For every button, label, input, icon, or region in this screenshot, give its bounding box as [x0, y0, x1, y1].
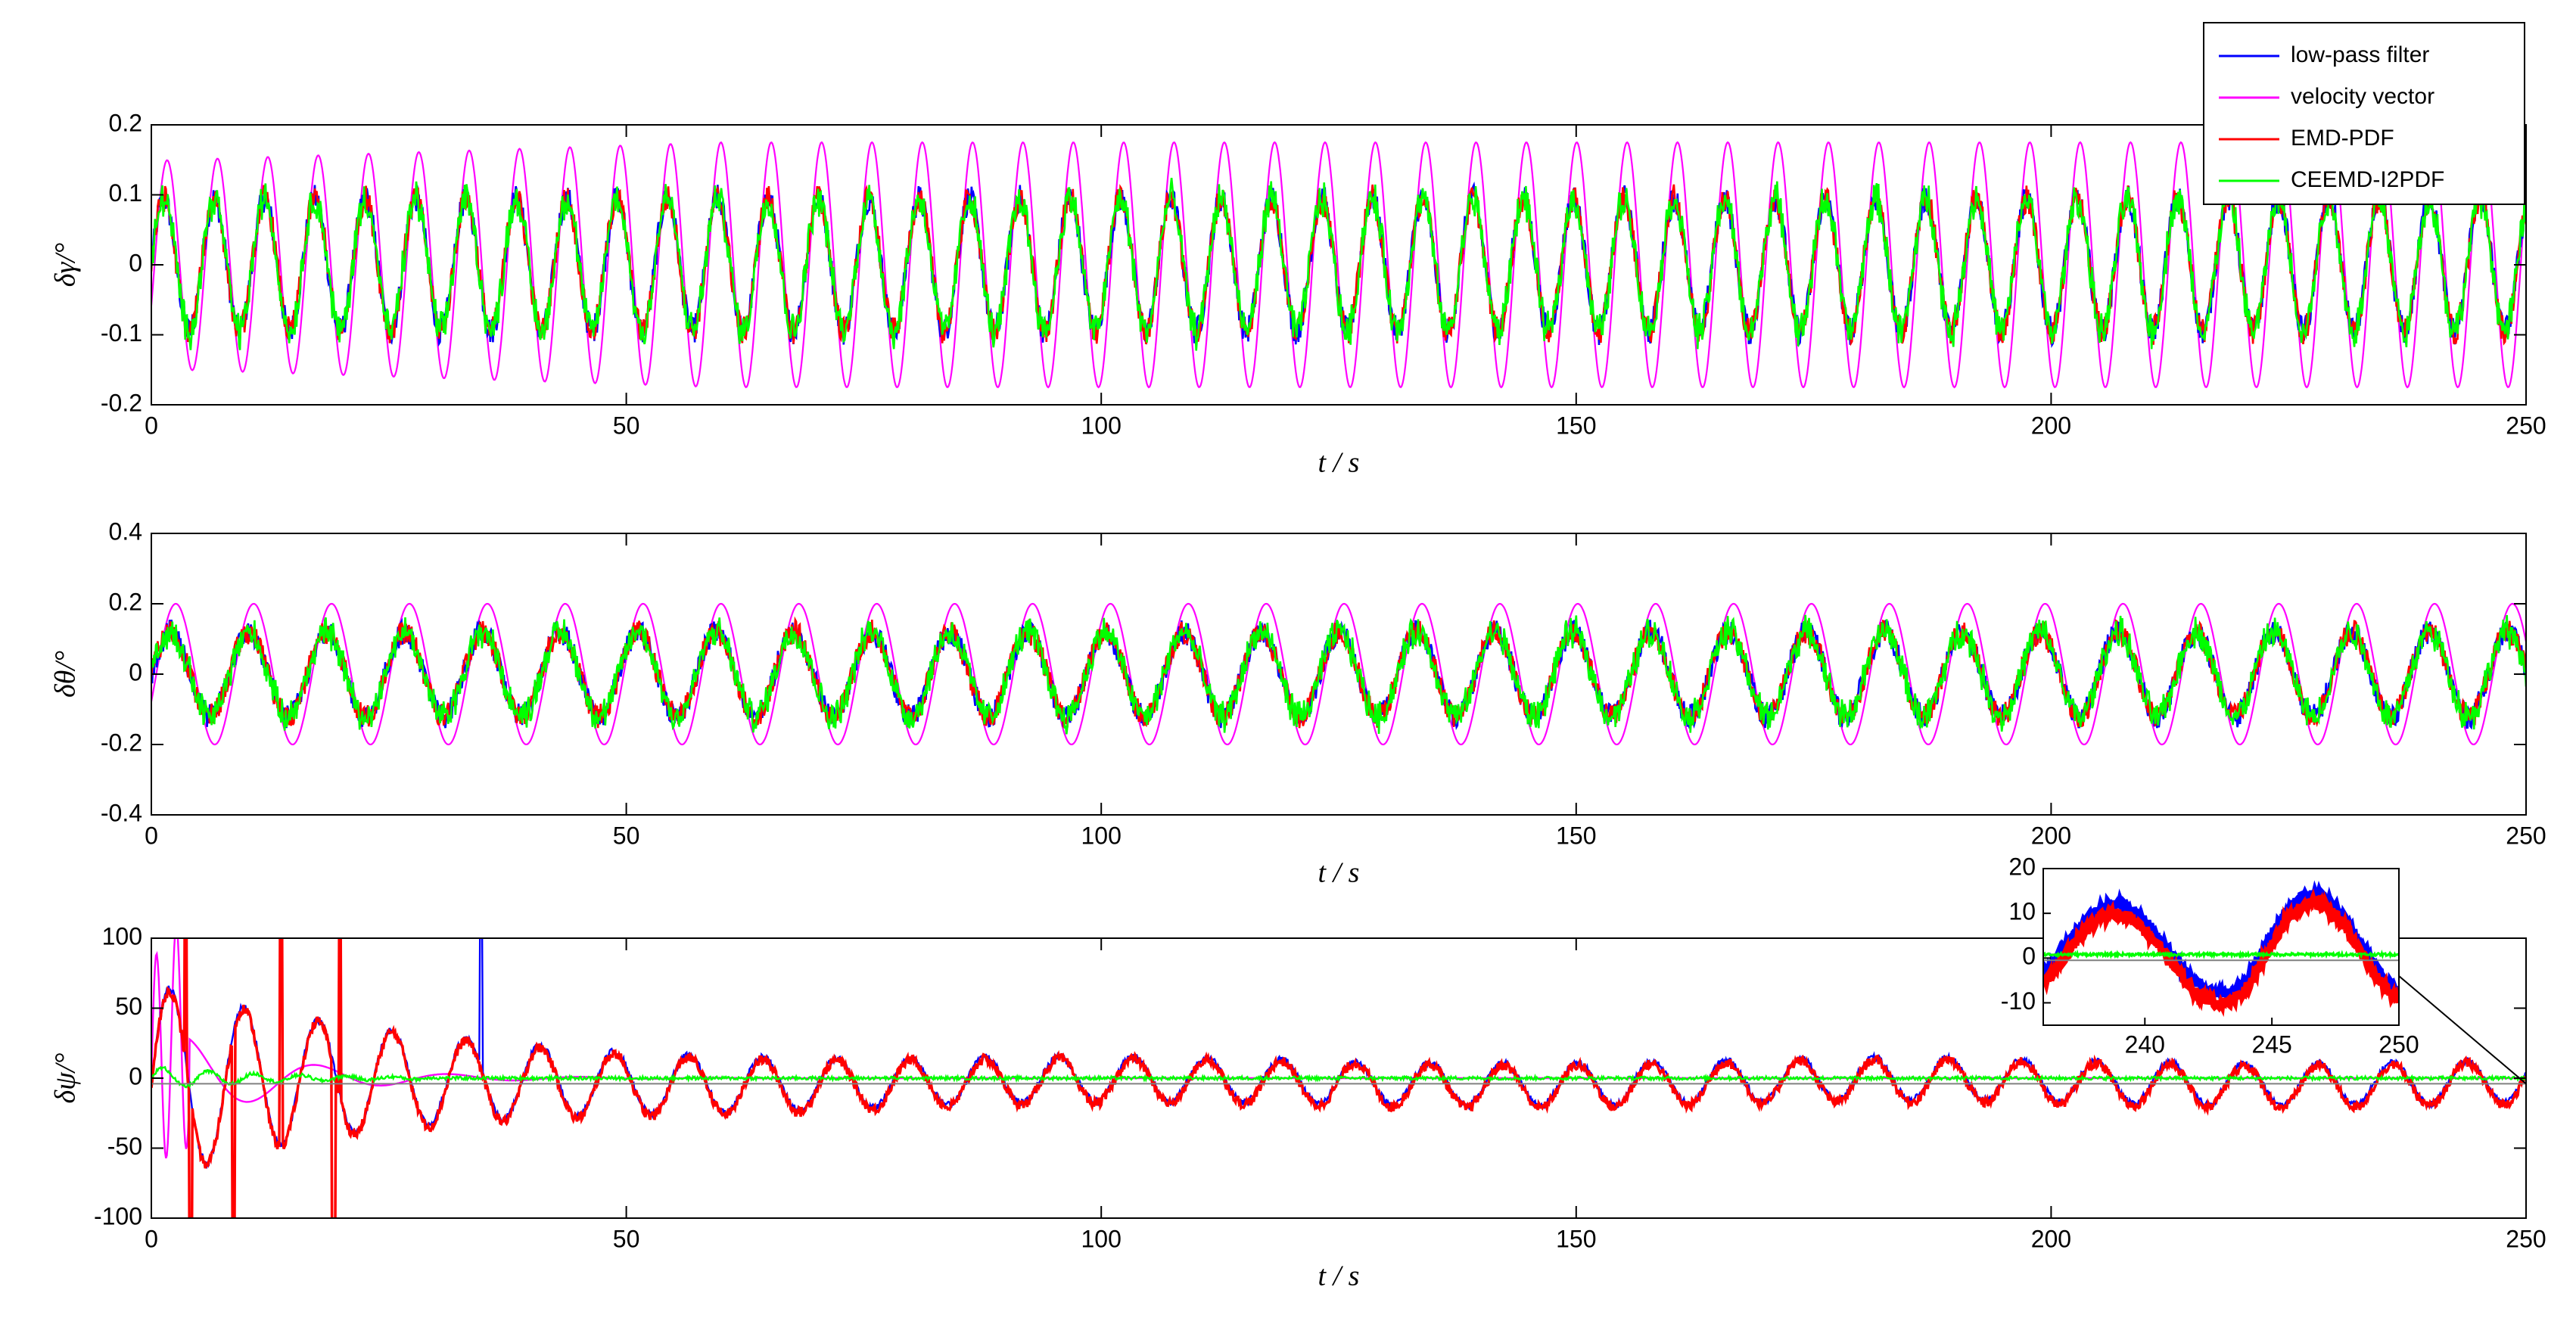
plot-area-y — [151, 141, 2526, 389]
inset-x-tick-label: 240 — [2125, 1030, 2165, 1058]
y-tick-label: -0.2 — [101, 729, 142, 756]
y-tick-label: 0.2 — [109, 588, 142, 615]
x-tick-label: 0 — [145, 1225, 158, 1252]
y-axis-label: δθ/° — [50, 651, 82, 698]
x-tick-label: 50 — [613, 1225, 640, 1252]
y-tick-label: 0 — [129, 658, 142, 685]
y-tick-label: -100 — [94, 1202, 142, 1229]
y-tick-label: 0 — [129, 1062, 142, 1090]
legend-box — [2203, 22, 2525, 205]
x-tick-label: 50 — [613, 412, 640, 439]
y-tick-label: -0.1 — [101, 319, 142, 347]
inset-series-emd-pdf — [2043, 888, 2399, 1018]
y-tick-label: -0.2 — [101, 389, 142, 416]
series-line-ceemd-i2pdf — [151, 614, 2526, 735]
inset-series-ceemd-i2pdf — [2043, 949, 2399, 960]
legend-label: velocity vector — [2291, 84, 2434, 109]
y-tick-label: 50 — [115, 993, 142, 1020]
x-tick-label: 150 — [1556, 1225, 1596, 1252]
x-axis-label: t / s — [1318, 1260, 1360, 1292]
zoom-connector-line — [2398, 975, 2527, 1085]
panel-y: 0 50 100 150 200 250 -0.2 -0.1 0 0.1 0.2 t / s δγ/° — [50, 109, 2546, 478]
x-tick-label: 200 — [2031, 412, 2071, 439]
y-tick-label: -0.4 — [101, 799, 142, 826]
inset-axes-box — [2042, 868, 2400, 1026]
x-tick-label: 250 — [2506, 1225, 2546, 1252]
y-tick-label: -50 — [107, 1133, 142, 1160]
x-tick-label: 100 — [1081, 412, 1122, 439]
series-line-velocity-vector — [151, 141, 2526, 389]
inset-psi: 240 245 250 -10 0 10 20 — [2001, 853, 2419, 1058]
panels: 0 50 100 150 200 250-0.2-0.100.10.2t / sδγ/°0… — [50, 109, 2546, 1292]
x-tick-label: 150 — [1556, 822, 1596, 849]
y-tick-label: 0 — [129, 249, 142, 276]
y-axis-label: δψ/° — [50, 1052, 82, 1103]
inset-y-tick-label: 20 — [2008, 853, 2036, 880]
x-tick-label: 150 — [1556, 412, 1596, 439]
y-axis-label: δγ/° — [50, 243, 82, 287]
legend-label: EMD-PDF — [2291, 126, 2394, 151]
series-line-ceemd-i2pdf — [151, 1065, 2526, 1089]
x-axis-label: t / s — [1318, 857, 1360, 889]
x-tick-label: 100 — [1081, 822, 1122, 849]
inset-x-tick-label: 250 — [2378, 1030, 2419, 1058]
series-line-ceemd-i2pdf — [151, 177, 2526, 351]
plot-area-theta — [151, 602, 2526, 746]
legend-label: low-pass filter — [2291, 42, 2429, 67]
plot-area-psi — [151, 938, 2526, 1218]
x-tick-label: 0 — [145, 412, 158, 439]
x-tick-label: 200 — [2031, 1225, 2071, 1252]
x-tick-label: 250 — [2506, 412, 2546, 439]
inset-y-tick-label: 0 — [2022, 943, 2036, 970]
y-tick-label: 0.4 — [109, 518, 142, 545]
x-axis-label: t / s — [1318, 447, 1360, 479]
inset-x-tick-label: 245 — [2251, 1030, 2291, 1058]
x-tick-label: 200 — [2031, 822, 2071, 849]
legend: low-pass filter velocity vector EMD-PDF CEE… — [2203, 22, 2525, 205]
legend-label: CEEMD-I2PDF — [2291, 167, 2444, 192]
y-tick-label: 100 — [102, 922, 142, 950]
x-tick-label: 100 — [1081, 1225, 1122, 1252]
x-tick-label: 250 — [2506, 822, 2546, 849]
x-tick-label: 50 — [613, 822, 640, 849]
x-tick-label: 0 — [145, 822, 158, 849]
y-tick-label: 0.1 — [109, 179, 142, 207]
y-tick-label: 0.2 — [109, 109, 142, 136]
inset-y-tick-label: -10 — [2001, 987, 2036, 1015]
inset-y-tick-label: 10 — [2008, 898, 2036, 925]
panel-theta: 0 50 100 150 200 250 -0.4 -0.2 0 0.2 0.4 t / s δθ/° — [50, 518, 2546, 888]
